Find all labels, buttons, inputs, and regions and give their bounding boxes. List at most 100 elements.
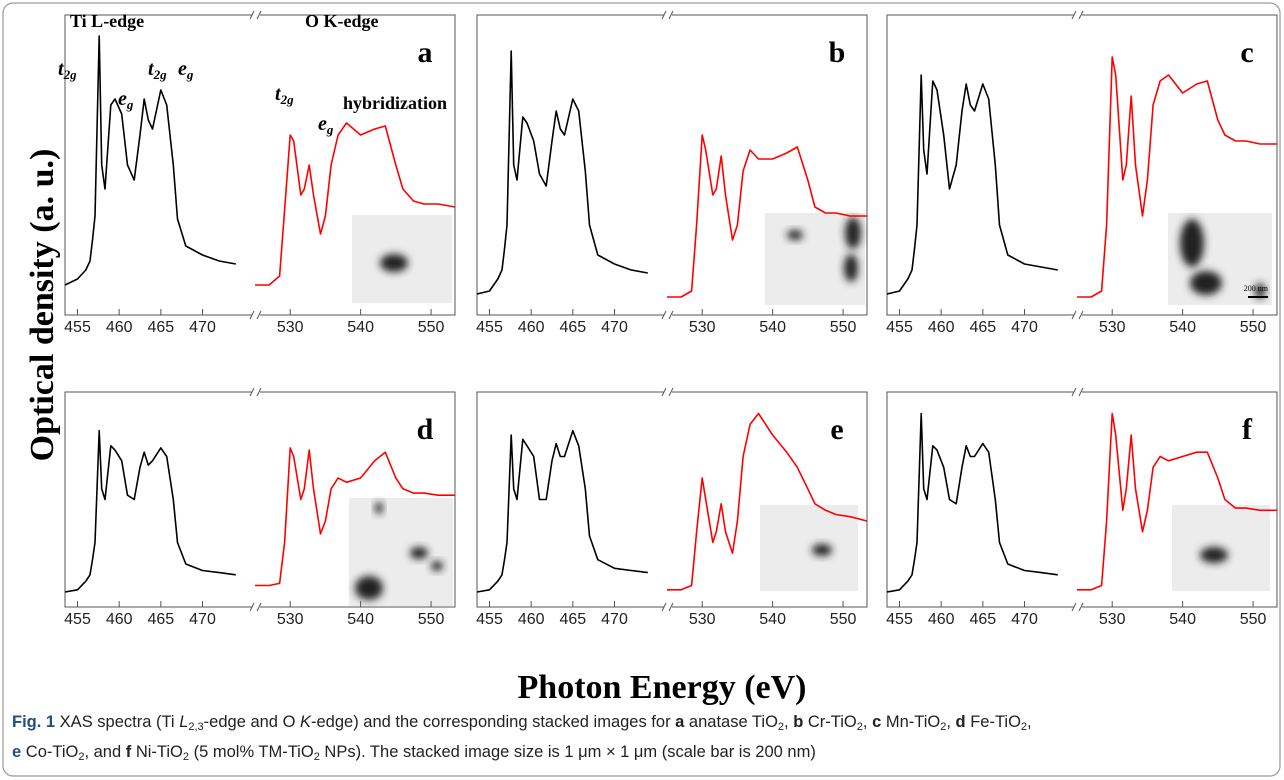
caption-text: K xyxy=(300,713,312,731)
axis-break-gap xyxy=(1074,390,1082,394)
inset-particle xyxy=(812,544,832,556)
caption-text: c xyxy=(872,713,882,731)
axis-break xyxy=(661,602,667,612)
annotation-subscript: g xyxy=(186,67,194,82)
x-tick-label: 460 xyxy=(518,319,545,336)
x-tick-label: 550 xyxy=(830,611,857,628)
x-tick-label: 470 xyxy=(601,611,628,628)
x-tick-label: 460 xyxy=(928,319,955,336)
x-tick-label: 530 xyxy=(277,319,304,336)
caption-text: 2 xyxy=(1020,721,1028,733)
caption-text: -edge and O xyxy=(203,713,300,731)
axis-break xyxy=(668,10,674,20)
annotation-text: e xyxy=(318,113,327,135)
axis-break xyxy=(1071,602,1077,612)
x-tick-label: 550 xyxy=(830,319,857,336)
inset-particle xyxy=(1255,283,1265,299)
axis-break-gap xyxy=(664,605,672,609)
x-tick-label: 465 xyxy=(147,611,174,628)
caption: Fig. 1 XAS spectra (Ti L2,3-edge and O K… xyxy=(12,710,1274,770)
panel-label: b xyxy=(829,36,846,69)
x-tick-label: 550 xyxy=(1240,611,1267,628)
spectrum-line xyxy=(886,412,1058,593)
inset-particle xyxy=(355,576,383,600)
caption-text: Mn-TiO xyxy=(881,713,941,731)
panel: 455 460 465 470 530 540 550 b xyxy=(476,10,868,336)
x-tick-label: 455 xyxy=(64,611,91,628)
axis-break xyxy=(249,387,255,397)
axis-break xyxy=(668,310,674,320)
x-tick-label: 540 xyxy=(759,319,786,336)
caption-text: Fig. 1 xyxy=(12,713,56,731)
panel: 455 460 465 470 530 540 550 e xyxy=(476,387,868,628)
annotation: eg xyxy=(318,113,334,137)
inset-particle xyxy=(410,547,428,559)
panel-label: c xyxy=(1240,36,1253,69)
panel: 455 460 465 470 530 540 550 d xyxy=(64,387,456,628)
annotation-subscript: 2g xyxy=(63,67,78,82)
axis-break-gap xyxy=(252,313,260,317)
caption-text: -edge) and the corresponding stacked ima… xyxy=(311,713,676,731)
x-tick-label: 530 xyxy=(277,611,304,628)
x-tick-label: 470 xyxy=(601,319,628,336)
caption-text: , xyxy=(862,713,873,731)
inset-particle xyxy=(1200,547,1228,563)
caption-text: Ni-TiO xyxy=(131,743,183,761)
x-tick-label: 550 xyxy=(418,319,445,336)
axis-break xyxy=(668,387,674,397)
x-tick-label: 455 xyxy=(886,319,913,336)
annotation: t2g xyxy=(148,58,167,82)
caption-text: 2 xyxy=(313,751,320,763)
x-tick-label: 455 xyxy=(476,611,503,628)
panel: 455 460 465 470 530 540 550 f xyxy=(886,387,1278,628)
annotation-text: e xyxy=(178,58,187,80)
caption-text: , xyxy=(1027,713,1032,731)
scale-bar-label: 200 nm xyxy=(1244,284,1269,293)
inset-particle xyxy=(380,254,408,272)
caption-text: Fe-TiO xyxy=(965,713,1021,731)
caption-text: a xyxy=(675,713,685,731)
axis-break xyxy=(256,310,262,320)
x-tick-label: 460 xyxy=(518,611,545,628)
x-tick-label: 540 xyxy=(347,611,374,628)
axis-break xyxy=(661,10,667,20)
x-tick-label: 540 xyxy=(1169,611,1196,628)
x-tick-label: 530 xyxy=(689,611,716,628)
x-tick-label: 460 xyxy=(106,319,133,336)
x-tick-label: 460 xyxy=(106,611,133,628)
spectrum-line xyxy=(667,412,868,591)
x-tick-label: 540 xyxy=(347,319,374,336)
caption-text: XAS spectra (Ti xyxy=(55,713,180,731)
axis-break xyxy=(1071,387,1077,397)
axis-break-gap xyxy=(1074,13,1082,17)
panel-label: f xyxy=(1242,413,1253,446)
spectrum-line xyxy=(255,447,455,587)
x-tick-label: 550 xyxy=(418,611,445,628)
axis-break-gap xyxy=(252,605,260,609)
caption-text: (5 mol% TM-TiO xyxy=(189,743,314,761)
panel-label: e xyxy=(830,413,843,446)
x-axis-label: Photon Energy (eV) xyxy=(518,669,807,706)
annotation-text: t xyxy=(58,58,65,80)
caption-text: anatase TiO xyxy=(684,713,778,731)
spectrum-line xyxy=(476,50,648,295)
inset-particle xyxy=(1190,271,1222,295)
caption-text: d xyxy=(955,713,966,731)
axis-break xyxy=(1078,602,1084,612)
annotation: hybridization xyxy=(343,93,447,113)
x-tick-label: 465 xyxy=(969,611,996,628)
caption-text: 2 xyxy=(78,751,85,763)
caption-text: 2 xyxy=(777,721,785,733)
spectrum-line xyxy=(64,35,236,286)
axis-break xyxy=(668,602,674,612)
inset-particle xyxy=(787,230,803,240)
x-tick-label: 470 xyxy=(189,319,216,336)
annotation-text: t xyxy=(148,58,155,80)
axis-break-gap xyxy=(1074,605,1082,609)
axis-break xyxy=(661,310,667,320)
x-tick-label: 465 xyxy=(559,611,586,628)
caption-text: e xyxy=(12,743,22,761)
x-tick-label: 530 xyxy=(689,319,716,336)
panel: 200 nm 455 460 465 470 530 540 550 c xyxy=(886,10,1278,336)
x-tick-label: 540 xyxy=(759,611,786,628)
